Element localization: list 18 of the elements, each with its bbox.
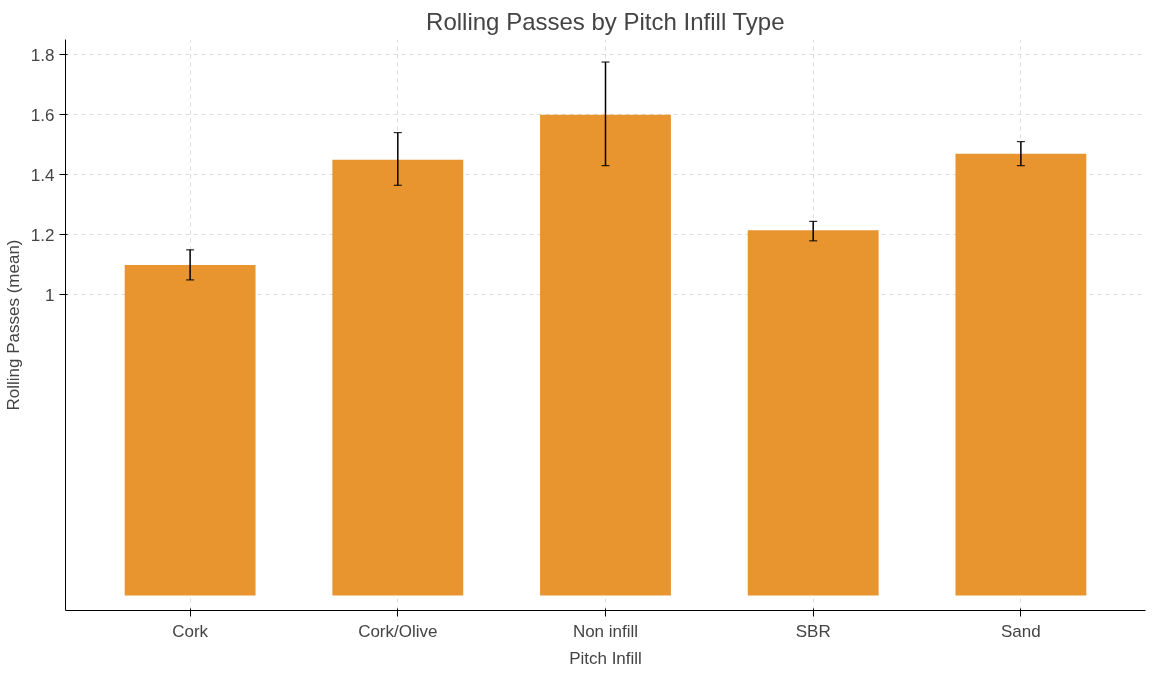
bar bbox=[540, 114, 671, 596]
x-axis-title: Pitch Infill bbox=[569, 648, 642, 668]
y-tick-label: 1.2 bbox=[30, 225, 55, 245]
y-axis-title: Rolling Passes (mean) bbox=[3, 239, 23, 411]
y-tick-label: 1 bbox=[45, 285, 55, 305]
bar bbox=[955, 153, 1087, 596]
x-tick-label: Cork/Olive bbox=[358, 621, 438, 641]
x-tick-label: Sand bbox=[1001, 621, 1041, 641]
x-tick-label: Cork bbox=[172, 621, 209, 641]
bar bbox=[124, 264, 256, 596]
y-tick-label: 1.4 bbox=[30, 165, 55, 185]
y-tick-label: 1.6 bbox=[30, 105, 55, 125]
bar bbox=[332, 159, 464, 596]
chart-title: Rolling Passes by Pitch Infill Type bbox=[426, 7, 785, 35]
x-tick-label: SBR bbox=[795, 621, 831, 641]
bar bbox=[747, 230, 879, 596]
x-tick-label: Non infill bbox=[572, 621, 639, 641]
y-tick-label: 1.8 bbox=[30, 45, 55, 65]
